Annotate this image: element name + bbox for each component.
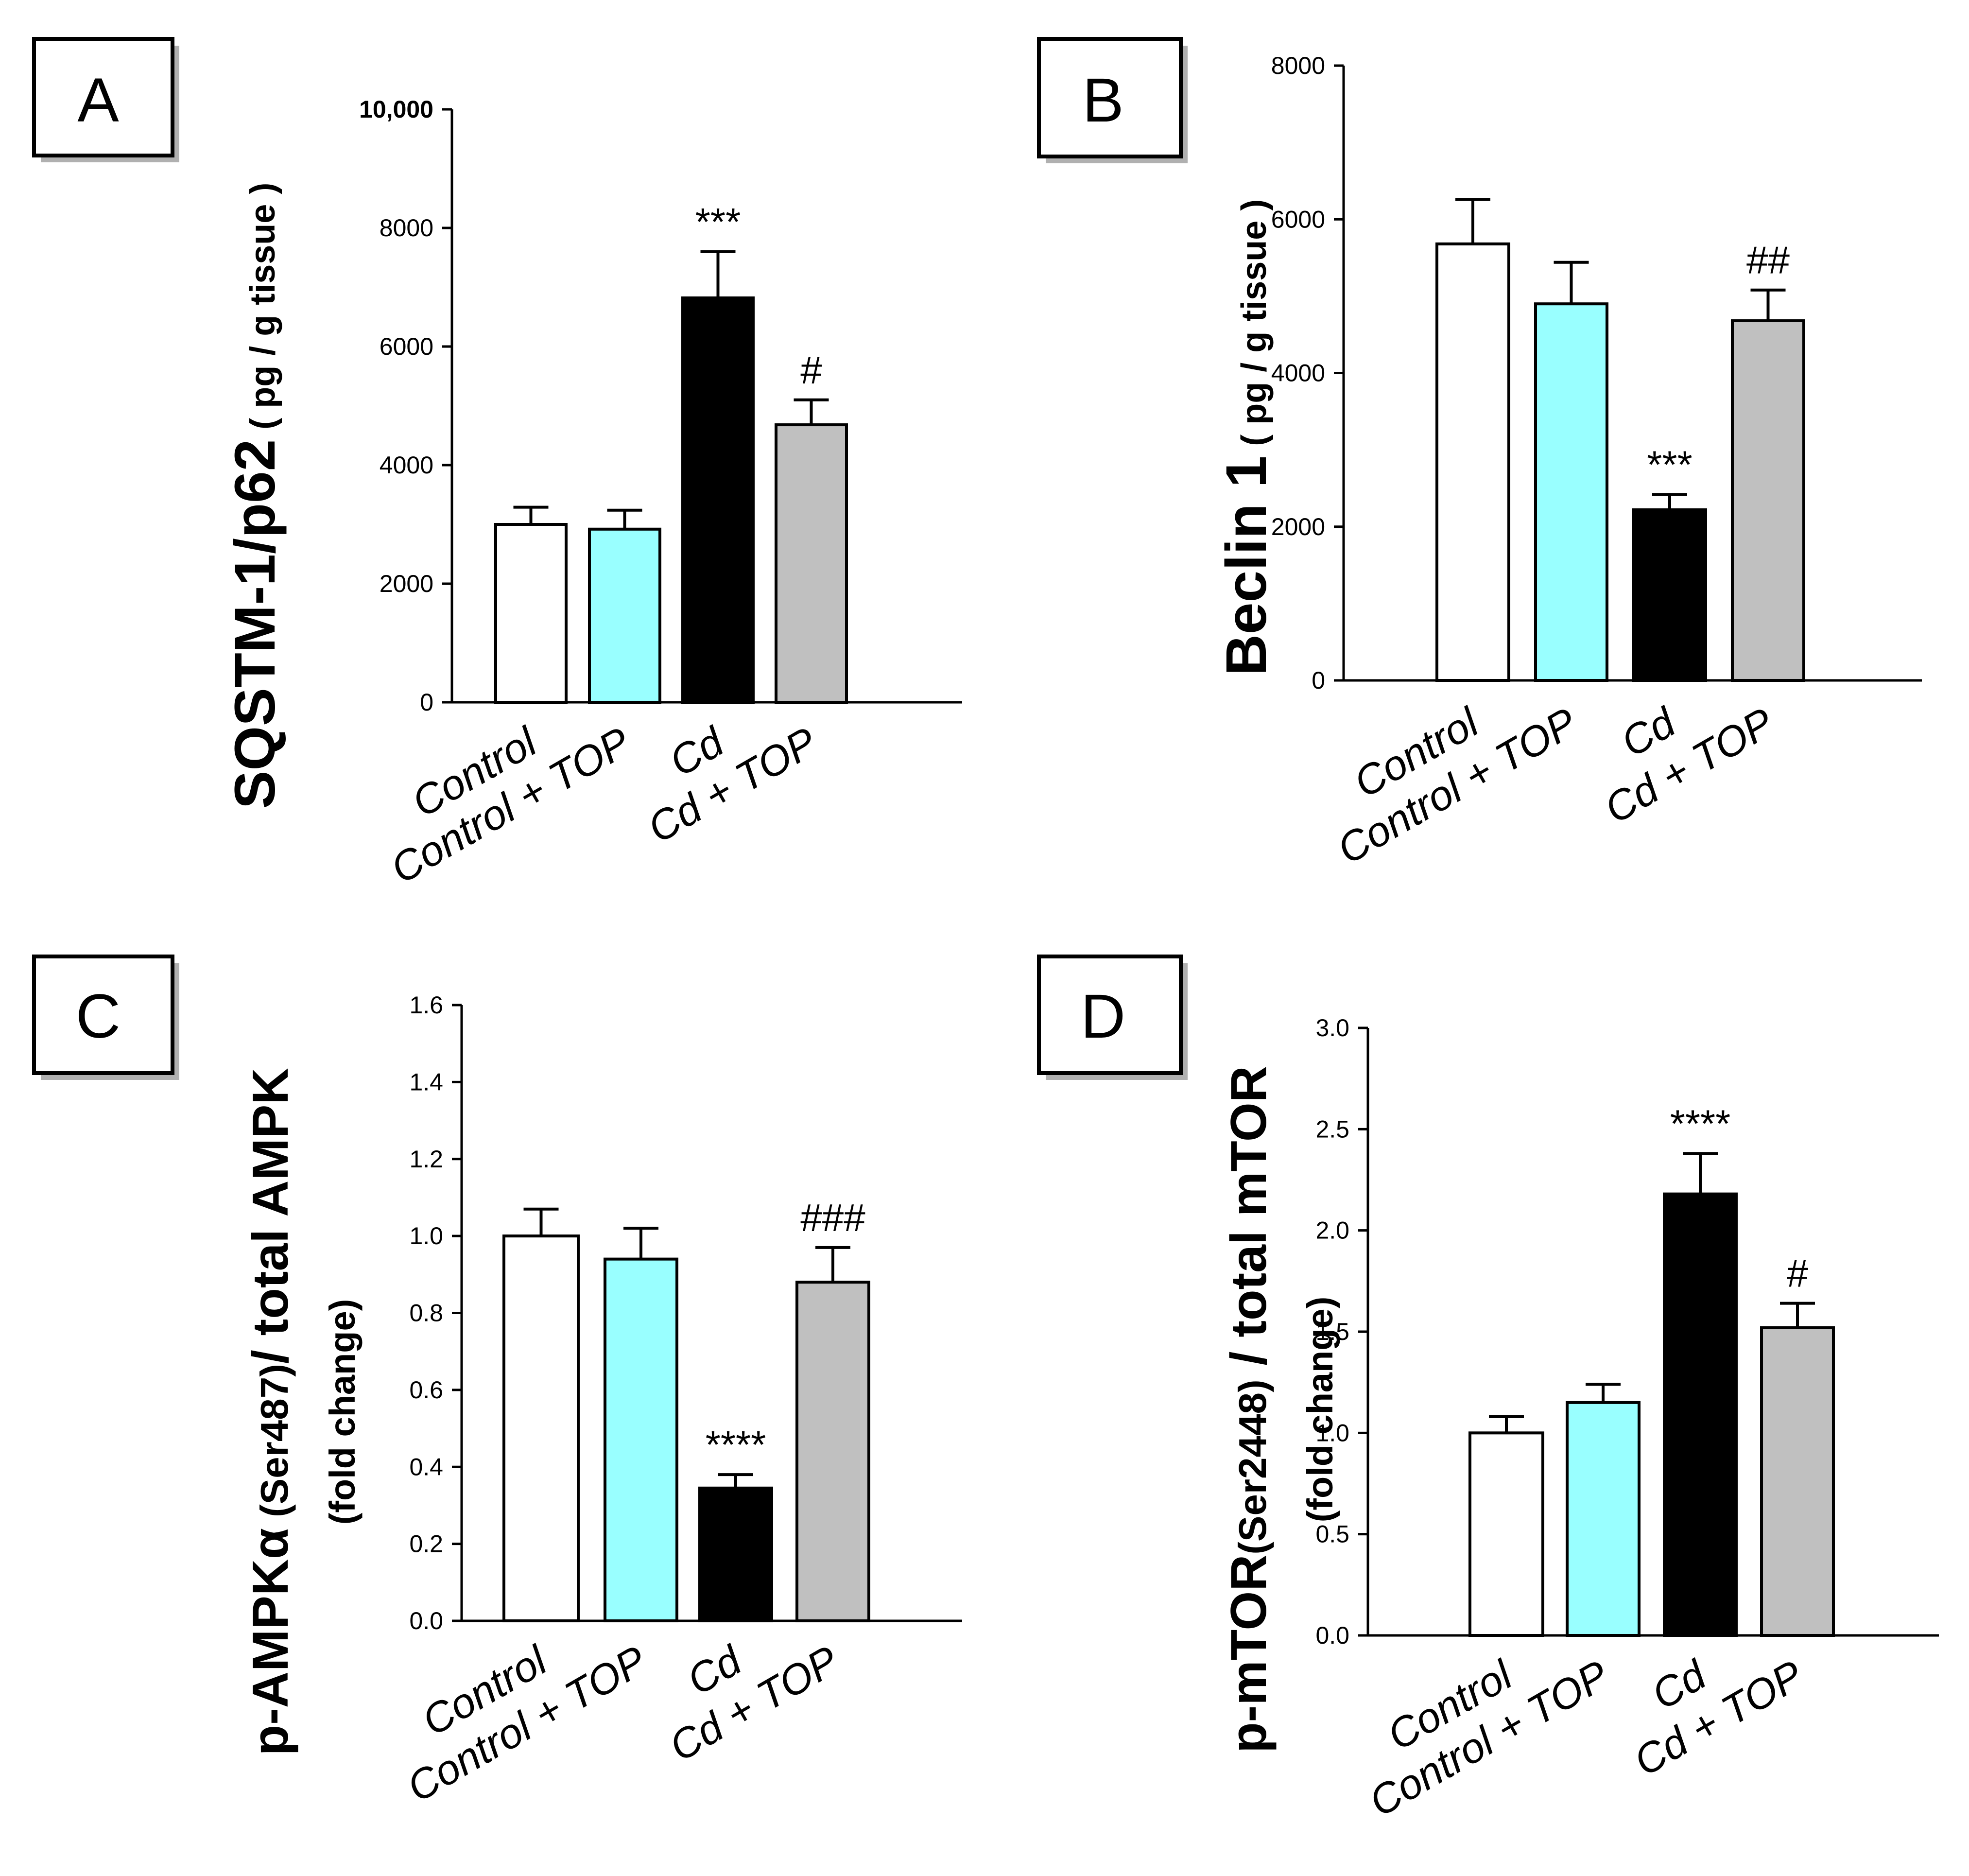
bar-cd-top [795,1281,870,1622]
y-tick-label: 2000 [380,570,433,597]
y-axis-unit-d: (fold change) [1300,1297,1340,1523]
panel-letter: D [1081,982,1125,1051]
bar-control-top [604,1257,678,1622]
bar-control-top [1566,1401,1641,1637]
panel-letter: A [77,66,119,135]
y-axis-title-c-part: (Ser487) [253,1364,296,1528]
significance-cd: *** [695,200,741,243]
y-tick-label: 0.5 [1315,1521,1349,1548]
bar-cd [1663,1192,1738,1637]
bar-control [494,523,568,704]
y-axis-unit-c: (fold change) [322,1299,363,1525]
category-label-cd-top: Cd + TOP [640,718,825,852]
y-axis-title-d-part: / total mTOR [1221,1066,1277,1379]
y-tick-label: 0.0 [409,1607,443,1634]
bar-cd [1632,508,1707,682]
y-tick-label: 10,000 [359,96,433,123]
bar-control [1468,1431,1544,1637]
y-tick-label: 3.0 [1315,1014,1349,1042]
panel-c: C0.00.20.40.60.81.01.21.41.6ControlContr… [32,955,962,1811]
y-axis-title-c-part: / total AMPK [242,1068,299,1364]
y-axis-title-a: SQSTM-1/p62 ( pg / g tissue ) [223,183,287,809]
panel-box [32,37,174,157]
y-tick-label: 0.4 [409,1453,443,1480]
y-tick-label: 1.4 [409,1068,443,1095]
bar-cd-top [1760,1326,1835,1637]
panel-letter: B [1082,66,1123,135]
y-axis-title-a-part: SQSTM-1/p62 [223,439,287,809]
y-axis-title-a-part: ( pg / g tissue ) [243,183,282,439]
y-tick-label: 2000 [1271,513,1325,540]
bar-control-top [588,527,661,704]
y-tick-label: 0 [1312,667,1325,694]
significance-cd-top: ## [1746,239,1790,282]
panel-letter: C [76,982,121,1051]
bar-cd [698,1486,773,1623]
significance-cd: **** [706,1423,766,1466]
significance-cd-top: ### [800,1196,865,1239]
significance-cd: *** [1647,443,1692,486]
bar-control [1435,242,1510,682]
y-axis-unit-c-part: (fold change) [322,1299,363,1525]
y-tick-label: 1.6 [409,991,443,1019]
y-tick-label: 8000 [380,214,433,242]
y-tick-label: 1.2 [409,1146,443,1173]
panel-box [1037,955,1183,1075]
y-axis-title-b: Beclin 1 ( pg / g tissue ) [1214,199,1278,676]
y-axis-title-b-part: Beclin 1 [1214,456,1278,676]
bar-control-top [1534,302,1608,682]
category-label-cd-top: Cd + TOP [1626,1651,1811,1785]
y-tick-label: 4000 [1271,360,1325,387]
y-tick-label: 8000 [1271,52,1325,79]
y-tick-label: 0.6 [409,1376,443,1404]
significance-cd-top: # [800,348,822,392]
y-tick-label: 1.0 [409,1222,443,1250]
bar-cd-top [1731,319,1805,682]
y-tick-label: 0 [420,689,433,716]
y-tick-label: 6000 [1271,206,1325,233]
y-tick-label: 2.5 [1315,1115,1349,1143]
y-axis-title-d: p-mTOR(Ser2448) / total mTOR [1221,1066,1277,1753]
y-axis-title-d-part: (Ser2448) [1231,1379,1274,1554]
y-tick-label: 1.0 [1315,1419,1349,1446]
y-axis-title-c-part: p-AMPKα [242,1528,299,1755]
y-tick-label: 0.2 [409,1530,443,1558]
y-tick-label: 1.5 [1315,1318,1349,1345]
significance-cd-top: # [1787,1252,1809,1295]
bar-control [502,1234,580,1622]
y-axis-unit-d-part: (fold change) [1300,1297,1340,1523]
panel-box [32,955,174,1075]
bar-cd-top [775,423,848,704]
panel-box [1037,37,1183,158]
y-tick-label: 0.0 [1315,1622,1349,1649]
significance-cd: **** [1670,1102,1731,1145]
y-tick-label: 2.0 [1315,1217,1349,1244]
bar-cd [681,296,755,704]
y-axis-title-c: p-AMPKα (Ser487)/ total AMPK [242,1068,299,1756]
y-axis-title-b-part: ( pg / g tissue ) [1235,199,1274,456]
category-label-cd-top: Cd + TOP [662,1637,846,1771]
y-tick-label: 0.8 [409,1300,443,1327]
y-axis-title-d-part: p-mTOR [1221,1555,1277,1753]
y-tick-label: 4000 [380,452,433,479]
y-tick-label: 6000 [380,333,433,360]
